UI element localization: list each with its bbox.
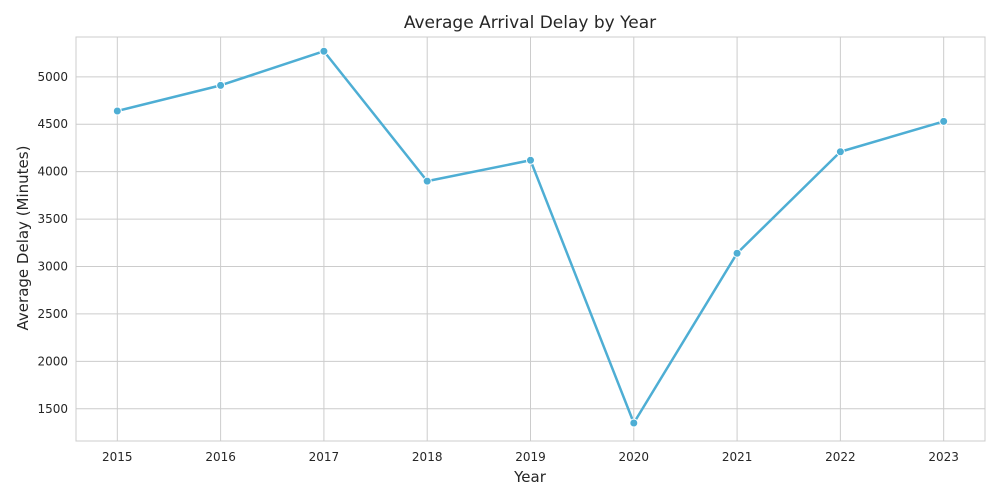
- data-point: [526, 155, 535, 165]
- y-tick-label: 5000: [37, 70, 68, 84]
- y-tick-label: 4500: [37, 117, 68, 131]
- x-tick-label: 2018: [412, 450, 443, 464]
- y-tick-label: 3500: [37, 212, 68, 226]
- x-tick-label: 2015: [102, 450, 133, 464]
- y-axis-ticks: 1500 2000 2500 3000 3500 4000 4500 5000: [37, 70, 68, 416]
- x-axis-ticks: 2015 2016 2017 2018 2019 2020 2021 2022 2023: [102, 450, 959, 464]
- x-tick-label: 2017: [309, 450, 340, 464]
- y-tick-label: 2500: [37, 307, 68, 321]
- data-point: [216, 80, 226, 90]
- data-point: [422, 176, 432, 186]
- data-point: [939, 116, 949, 126]
- x-tick-label: 2016: [205, 450, 236, 464]
- x-tick-label: 2023: [928, 450, 959, 464]
- plot-area-frame: [75, 36, 986, 442]
- x-tick-label: 2022: [825, 450, 856, 464]
- data-point: [319, 46, 329, 56]
- data-point: [112, 106, 122, 116]
- y-tick-label: 1500: [37, 402, 68, 416]
- x-axis-label: Year: [513, 468, 547, 486]
- data-point: [835, 147, 845, 157]
- y-axis-label: Average Delay (Minutes): [14, 146, 32, 331]
- y-tick-label: 2000: [37, 354, 68, 368]
- x-tick-label: 2020: [619, 450, 650, 464]
- series: [112, 46, 949, 428]
- data-point: [732, 248, 742, 258]
- x-tick-label: 2021: [722, 450, 753, 464]
- chart-title: Average Arrival Delay by Year: [404, 13, 656, 33]
- grid: [76, 37, 985, 441]
- x-tick-label: 2019: [515, 450, 546, 464]
- y-tick-label: 3000: [37, 260, 68, 274]
- data-point: [629, 418, 639, 428]
- y-tick-label: 4000: [37, 165, 68, 179]
